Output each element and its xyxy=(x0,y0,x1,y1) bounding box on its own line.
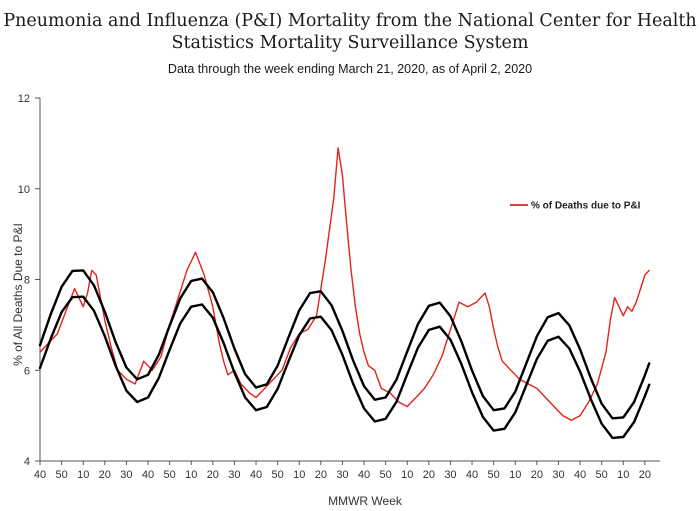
x-tick-label: 20 xyxy=(207,469,219,481)
x-tick-label: 40 xyxy=(142,469,154,481)
x-tick-label: 30 xyxy=(336,469,348,481)
x-tick-label: 20 xyxy=(423,469,435,481)
x-tick-label: 40 xyxy=(466,469,478,481)
x-tick-label: 30 xyxy=(444,469,456,481)
x-tick-label: 10 xyxy=(509,469,521,481)
x-tick-label: 50 xyxy=(272,469,284,481)
series-line-epidemic-threshold xyxy=(38,269,651,420)
x-tick-label: 40 xyxy=(574,469,586,481)
x-tick-label: 10 xyxy=(401,469,413,481)
legend-label: % of Deaths due to P&I xyxy=(531,201,641,212)
legend: % of Deaths due to P&I xyxy=(510,201,641,212)
x-tick-label: 30 xyxy=(228,469,240,481)
x-tick-label: 40 xyxy=(34,469,46,481)
x-tick-label: 40 xyxy=(358,469,370,481)
x-tick-label: 50 xyxy=(596,469,608,481)
y-tick-label: 6 xyxy=(24,365,30,377)
chart-title: Pneumonia and Influenza (P&I) Mortality … xyxy=(0,10,700,54)
x-tick-label: 20 xyxy=(99,469,111,481)
x-tick-label: 50 xyxy=(488,469,500,481)
chart-title-line-2: Statistics Mortality Surveillance System xyxy=(171,33,529,53)
x-tick-label: 10 xyxy=(77,469,89,481)
y-axis: 4 6 8 10 12 xyxy=(18,93,41,468)
chart-title-line-1: Pneumonia and Influenza (P&I) Mortality … xyxy=(3,11,697,31)
y-tick-label: 10 xyxy=(18,184,30,196)
x-tick-label: 10 xyxy=(617,469,629,481)
x-tick-label: 10 xyxy=(293,469,305,481)
x-tick-label: 20 xyxy=(315,469,327,481)
y-tick-label: 4 xyxy=(24,456,30,468)
series-layer xyxy=(38,147,651,440)
x-axis: 40 50 10 20 30 40 50 10 20 30 40 50 10 20 30 40 50 10 20 30… xyxy=(34,460,660,481)
x-tick-label: 50 xyxy=(163,469,175,481)
x-tick-label: 20 xyxy=(531,469,543,481)
y-axis-label: % of All Deaths Due to P&I xyxy=(11,223,25,366)
x-tick-label: 30 xyxy=(120,469,132,481)
x-axis-label: MMWR Week xyxy=(328,494,403,508)
x-tick-label: 20 xyxy=(639,469,651,481)
x-tick-label: 50 xyxy=(55,469,67,481)
series-line-seasonal-baseline xyxy=(38,295,651,440)
chart-subtitle: Data through the week ending March 21, 2… xyxy=(167,62,533,76)
y-tick-label: 8 xyxy=(24,275,30,287)
series-line-pi-deaths xyxy=(39,147,650,421)
x-tick-label: 10 xyxy=(185,469,197,481)
x-tick-label: 40 xyxy=(250,469,262,481)
y-tick-label: 12 xyxy=(18,93,30,105)
x-tick-label: 30 xyxy=(552,469,564,481)
x-tick-label: 50 xyxy=(380,469,392,481)
